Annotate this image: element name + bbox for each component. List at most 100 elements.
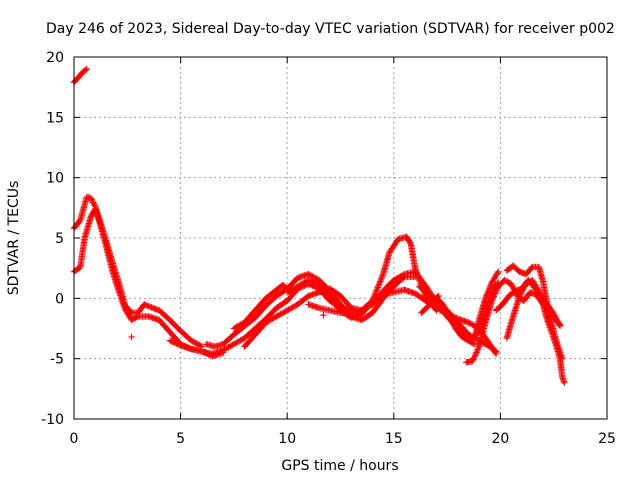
data-point [484,289,492,296]
series-sat-n [471,268,502,341]
data-point [475,344,482,352]
data-point [561,379,568,386]
data-point [470,356,477,363]
y-axis-label: SDTVAR / TECUs [6,181,22,296]
x-tick-label: 25 [598,431,616,447]
data-point [148,304,155,311]
data-point [399,271,407,279]
data-point [485,286,493,293]
data-point [375,282,382,290]
data-point [470,340,477,347]
data-point [471,340,479,348]
data-point [473,349,480,356]
data-point [483,292,490,299]
series-sat-f [230,281,295,332]
x-tick-label: 0 [70,431,79,447]
data-point [82,66,89,74]
data-point [486,285,493,292]
data-point [89,197,96,205]
y-tick-label: 20 [46,50,64,66]
data-point [376,278,384,285]
data-point [473,347,481,355]
y-tick-label: 15 [46,110,64,126]
data-point [469,357,476,365]
data-point [372,288,380,296]
y-tick-label: 10 [46,171,64,187]
data-point [489,294,497,302]
data-point [379,272,386,279]
x-tick-label: 5 [176,431,185,447]
y-tick-label: -10 [41,412,64,428]
data-point [491,347,499,354]
data-point [491,291,498,299]
data-point [482,295,489,302]
data-point [488,297,496,304]
data-point [492,288,499,296]
data-point [145,302,152,310]
data-point [374,284,382,291]
y-tick-label: 5 [55,231,64,247]
grid-lines [74,57,607,419]
y-tick-label: -5 [50,352,64,368]
data-point [133,313,140,321]
data-point [482,293,490,301]
y-tick-label: 0 [55,291,64,307]
data-point [83,65,90,73]
data-point [494,269,501,277]
data-point [375,281,383,288]
data-point [372,290,379,297]
data-point [471,353,478,360]
data-point [493,285,501,293]
data-point [490,293,497,300]
data-point [495,268,502,275]
data-points [70,65,568,386]
data-point [146,303,154,310]
data-point [559,355,566,362]
series-sat-q [503,262,566,362]
data-point [378,273,386,281]
data-point [378,275,385,282]
data-point [556,322,564,330]
data-point [378,292,386,299]
data-point [488,280,495,288]
x-axis-label: GPS time / hours [281,458,398,474]
data-point [556,321,563,328]
data-point [486,283,494,291]
data-point [376,279,383,287]
series-sat-a [70,65,90,86]
data-point [377,276,384,284]
data-point [143,302,151,309]
data-point [491,290,499,297]
data-point [141,301,148,308]
data-point [76,217,83,225]
data-point [489,296,496,303]
data-point [534,286,542,293]
data-point [484,290,491,298]
data-point [320,312,327,319]
data-point [472,352,479,359]
data-point [142,301,149,309]
data-point [485,288,492,295]
data-point [487,282,494,289]
data-point [474,346,482,353]
tick-labels: 0 5 10 15 20 25 -10 -5 0 5 10 15 20 [41,50,616,447]
data-point [406,239,414,247]
data-point [472,350,480,358]
series-outlier [128,312,327,341]
chart-title: Day 246 of 2023, Sidereal Day-to-day VTE… [46,21,615,37]
data-point [373,287,380,294]
data-point [470,354,478,362]
x-tick-label: 10 [278,431,296,447]
data-point [492,348,500,355]
series-sat-c [70,205,227,360]
data-point [128,333,135,341]
x-tick-label: 15 [385,431,403,447]
data-point [493,287,500,294]
data-point [87,194,95,202]
axis-ticks [73,56,608,420]
x-tick-label: 20 [491,431,509,447]
data-point [89,199,97,206]
data-point [88,196,95,203]
data-point [90,200,98,208]
